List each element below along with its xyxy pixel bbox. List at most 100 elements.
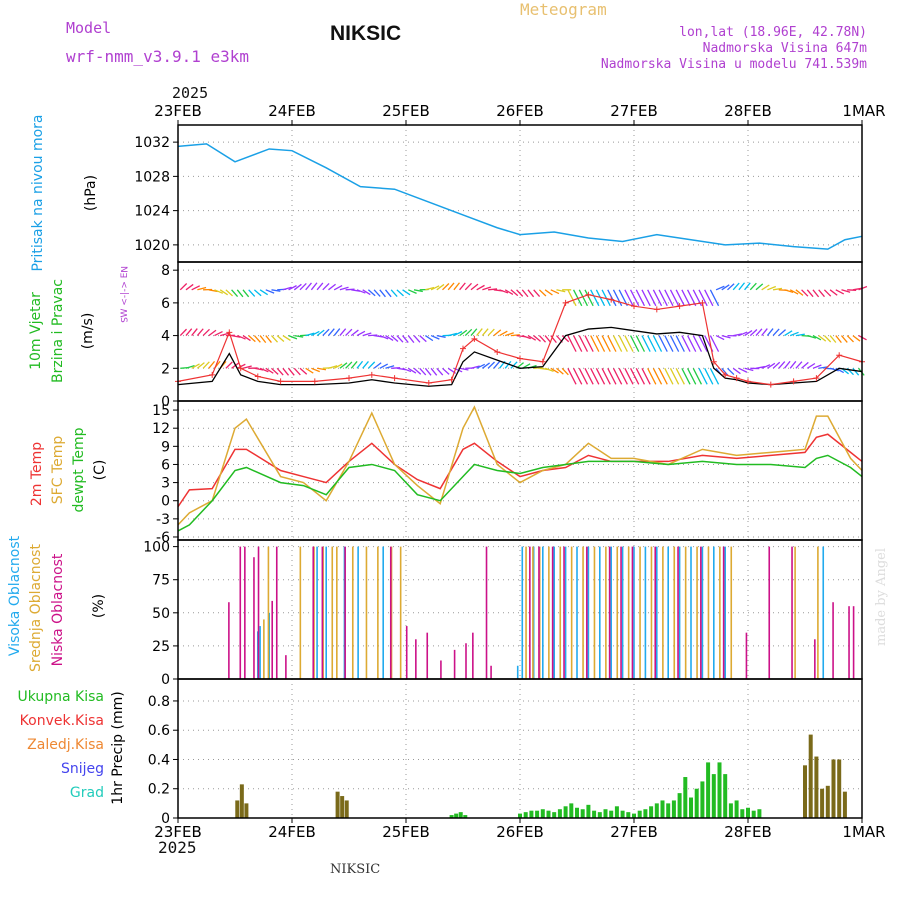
precip-bar xyxy=(540,809,545,818)
precip-bar xyxy=(603,809,608,818)
wind-arrow xyxy=(561,367,569,376)
wind-arrow xyxy=(766,328,774,336)
x-date-label-top: 23FEB xyxy=(154,102,201,120)
wind-arrow xyxy=(550,367,559,374)
wind-arrow xyxy=(328,283,336,291)
wind-arrow xyxy=(664,367,674,385)
wind-arrow xyxy=(772,287,783,291)
model-label: Model xyxy=(66,19,112,37)
wind-arrow xyxy=(789,360,797,369)
wind-arrow xyxy=(538,289,547,297)
wind-arrow xyxy=(544,289,553,296)
wind-arrow xyxy=(367,289,376,297)
wind-arrow xyxy=(265,335,272,343)
wind-arrow xyxy=(237,334,246,340)
wind-arrow xyxy=(801,289,809,297)
wind-direction-legend: W <-|-> E xyxy=(120,272,130,317)
precip-bar xyxy=(825,785,830,818)
legend-freezing-rain: Zaledj.Kisa xyxy=(27,737,104,753)
wind-arrow xyxy=(721,367,729,376)
wind-arrow xyxy=(681,335,691,352)
y-tick-label: 1024 xyxy=(134,204,170,220)
wind-arrow xyxy=(732,282,740,291)
precip-bar xyxy=(597,812,602,818)
wind-arrow xyxy=(208,329,217,337)
x-date-label-bottom: 27FEB xyxy=(610,823,657,841)
wind-gust-marker xyxy=(448,376,455,383)
wind-arrow xyxy=(271,367,279,375)
wind-arrow xyxy=(652,289,663,307)
wind-gust-marker xyxy=(311,378,318,385)
wind-arrow xyxy=(692,367,703,385)
year-top: 2025 xyxy=(172,84,209,102)
x-date-label-top: 28FEB xyxy=(724,102,771,120)
y-tick-label: -3 xyxy=(156,512,170,528)
wind-gust-marker xyxy=(562,299,569,306)
wind-arrow xyxy=(236,289,244,298)
wind-arrow xyxy=(396,289,404,297)
y-tick-label: 50 xyxy=(152,606,170,622)
wind-arrow xyxy=(282,335,291,341)
wind-arrow xyxy=(624,289,634,307)
wind-gust-marker xyxy=(209,371,216,378)
x-date-label-bottom: 24FEB xyxy=(268,823,315,841)
wind-arrow xyxy=(487,328,495,337)
wind-arrow xyxy=(350,329,359,337)
footer-station: NIKSIC xyxy=(330,862,381,877)
wind-gust-marker xyxy=(346,375,352,382)
wind-arrow xyxy=(573,335,583,352)
wind-arrow xyxy=(265,289,275,294)
wind-arrow xyxy=(595,367,606,385)
wind-arrow xyxy=(687,335,697,352)
precip-bar xyxy=(694,788,699,818)
wind-gust-marker xyxy=(539,358,546,365)
wind-arrow xyxy=(647,289,657,307)
wind-arrow xyxy=(259,289,269,296)
precip-bar xyxy=(626,812,631,818)
y-tick-label: 0.4 xyxy=(148,752,170,768)
wind-arrow xyxy=(847,289,857,291)
wind-gust-marker xyxy=(254,373,261,380)
wind-arrow xyxy=(407,335,415,344)
wind-arrow xyxy=(276,367,284,376)
wind-arrow xyxy=(618,367,628,385)
wind-arrow xyxy=(493,329,502,337)
wind-arrow xyxy=(658,289,668,307)
wind-arrow xyxy=(379,289,386,298)
wind-arrow xyxy=(202,361,210,369)
wind-arrow xyxy=(476,363,486,369)
wind-arrow xyxy=(783,360,791,369)
wind-arrow xyxy=(561,335,570,343)
wind-arrow xyxy=(299,282,307,291)
wind-arrow xyxy=(556,289,566,293)
wind-arrow xyxy=(345,288,355,291)
wind-subtitle: Brzina i Pravac xyxy=(50,279,66,383)
wind-arrow xyxy=(761,284,770,291)
wind-arrow xyxy=(584,289,594,307)
coords-label: lon,lat (18.96E, 42.78N) xyxy=(679,25,867,40)
x-date-label-top: 1MAR xyxy=(842,102,885,120)
wind-arrow xyxy=(521,289,529,298)
y-tick-label: 9 xyxy=(161,439,170,455)
precip-bar xyxy=(706,762,711,818)
wind-arrow xyxy=(345,361,353,369)
wind-arrow xyxy=(738,282,746,291)
wind-arrow xyxy=(448,332,458,337)
wind-arrow xyxy=(795,289,804,296)
wind-arrow xyxy=(476,284,485,291)
credit-label: made by Angel xyxy=(874,548,889,646)
wind-arrow xyxy=(384,289,392,298)
wind-arrow xyxy=(704,289,714,307)
wind-arrow xyxy=(527,289,535,298)
wind-arrow xyxy=(727,283,735,291)
wind-gust-marker xyxy=(226,329,233,336)
precip-bar xyxy=(637,810,642,818)
precip-bar xyxy=(449,815,454,818)
wind-arrow xyxy=(481,362,491,369)
wind-arrow xyxy=(470,283,479,291)
precip-bar xyxy=(235,800,240,818)
wind-arrow xyxy=(573,367,583,385)
precip-bar xyxy=(654,803,659,818)
wind-gust-marker xyxy=(813,375,820,382)
